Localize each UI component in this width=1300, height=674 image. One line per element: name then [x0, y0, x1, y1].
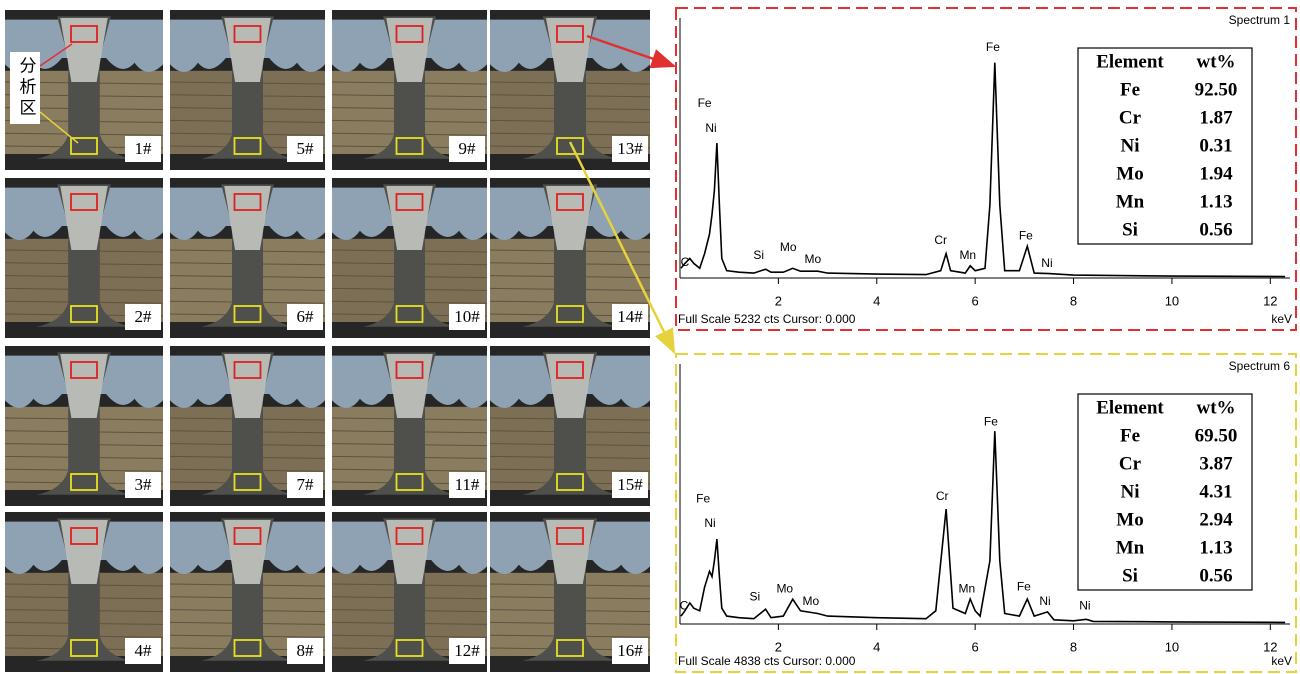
- table-cell: Ni: [1121, 481, 1140, 502]
- photo-grid: 1# 5# 9# 13# 2# 6# 10# 14# 3# 7# 11# 15# 4# 8# 12# 16#: [5, 10, 650, 672]
- table-cell: 1.94: [1199, 163, 1233, 184]
- spectrum-title: Spectrum 6: [1229, 359, 1291, 373]
- peak-label: C: [680, 598, 689, 612]
- peak-label: Ni: [1039, 594, 1050, 608]
- x-tick-label: 12: [1263, 293, 1277, 308]
- photo-label: 2#: [135, 307, 153, 326]
- table-cell: Si: [1122, 565, 1138, 586]
- peak-label: Si: [753, 248, 764, 262]
- table-cell: Mo: [1116, 163, 1143, 184]
- x-tick-label: 8: [1070, 293, 1077, 308]
- table-cell: 69.50: [1195, 425, 1238, 446]
- peak-label: Cr: [936, 489, 949, 503]
- peak-label: Mo: [780, 240, 797, 254]
- table-cell: Mn: [1116, 191, 1145, 212]
- table-cell: 1.13: [1199, 191, 1232, 212]
- x-tick-label: 2: [775, 639, 782, 654]
- peak-label: Cr: [934, 233, 947, 247]
- photo-label: 3#: [135, 475, 153, 494]
- photo-label: 5#: [297, 139, 315, 158]
- photo-label: 4#: [135, 641, 153, 660]
- table-cell: Fe: [1120, 79, 1140, 100]
- table-cell: 3.87: [1199, 453, 1233, 474]
- table-cell: Mn: [1116, 537, 1145, 558]
- peak-label: Mo: [803, 594, 820, 608]
- peak-label: Fe: [984, 414, 998, 428]
- photo-label: 8#: [297, 641, 315, 660]
- table-header: wt%: [1196, 51, 1235, 72]
- table-cell: Mo: [1116, 509, 1143, 530]
- table-cell: 2.94: [1199, 509, 1233, 530]
- table-header: Element: [1096, 397, 1164, 418]
- x-tick-label: 6: [972, 293, 979, 308]
- peak-label: Ni: [704, 516, 715, 530]
- table-cell: 4.31: [1199, 481, 1232, 502]
- footer: Full Scale 4838 cts Cursor: 0.000: [678, 654, 856, 668]
- peak-label: Ni: [705, 121, 716, 135]
- x-tick-label: 2: [775, 293, 782, 308]
- x-tick-label: 6: [972, 639, 979, 654]
- table-cell: 92.50: [1195, 79, 1238, 100]
- table-cell: 0.56: [1199, 219, 1232, 240]
- peak-label: Mo: [776, 581, 793, 595]
- peak-label: Mn: [958, 581, 975, 595]
- peak-label: Fe: [698, 96, 712, 110]
- zone-label: 分析区: [17, 56, 37, 119]
- table-cell: Si: [1122, 219, 1138, 240]
- photo-label: 10#: [454, 307, 480, 326]
- peak-label: Fe: [986, 40, 1000, 54]
- x-tick-label: 10: [1165, 639, 1179, 654]
- table-cell: Cr: [1119, 107, 1142, 128]
- table-header: wt%: [1196, 397, 1235, 418]
- table-cell: Fe: [1120, 425, 1140, 446]
- photo-label: 13#: [617, 139, 643, 158]
- peak-label: Fe: [696, 491, 710, 505]
- spectrum-title: Spectrum 1: [1229, 13, 1291, 27]
- x-tick-label: 4: [873, 293, 880, 308]
- table-cell: Ni: [1121, 135, 1140, 156]
- x-axis-label: keV: [1271, 312, 1292, 326]
- x-tick-label: 12: [1263, 639, 1277, 654]
- photo-label: 11#: [455, 475, 480, 494]
- x-tick-label: 4: [873, 639, 880, 654]
- photo-label: 16#: [617, 641, 643, 660]
- photo-label: 12#: [454, 641, 480, 660]
- peak-label: Mo: [804, 252, 821, 266]
- table-cell: 0.56: [1199, 565, 1232, 586]
- photo-label: 15#: [617, 475, 643, 494]
- peak-label: Mn: [959, 248, 976, 262]
- table-header: Element: [1096, 51, 1164, 72]
- peak-label: Si: [749, 589, 760, 603]
- peak-label: C: [681, 255, 690, 269]
- spectra: 2 4 6 8 10 12 Spectrum 1 Full Scale 5232 cts Cu…: [676, 8, 1296, 672]
- table-cell: 0.31: [1199, 135, 1232, 156]
- peak-label: Fe: [1019, 228, 1033, 242]
- peak-label: Ni: [1079, 598, 1090, 612]
- figure: 1#5#9#13#2#6#10#14#3#7#11#15#4#8#12#16# …: [0, 0, 1300, 674]
- footer: Full Scale 5232 cts Cursor: 0.000: [678, 312, 856, 326]
- table-cell: Cr: [1119, 453, 1142, 474]
- photo-label: 14#: [617, 307, 643, 326]
- x-axis-label: keV: [1271, 654, 1292, 668]
- x-tick-label: 10: [1165, 293, 1179, 308]
- peak-label: Fe: [1017, 579, 1031, 593]
- table-cell: 1.87: [1199, 107, 1233, 128]
- x-tick-label: 8: [1070, 639, 1077, 654]
- table-cell: 1.13: [1199, 537, 1232, 558]
- photo-label: 9#: [459, 139, 477, 158]
- photo-label: 7#: [297, 475, 315, 494]
- peak-label: Ni: [1041, 256, 1052, 270]
- photo-label: 6#: [297, 307, 315, 326]
- photo-label: 1#: [135, 139, 153, 158]
